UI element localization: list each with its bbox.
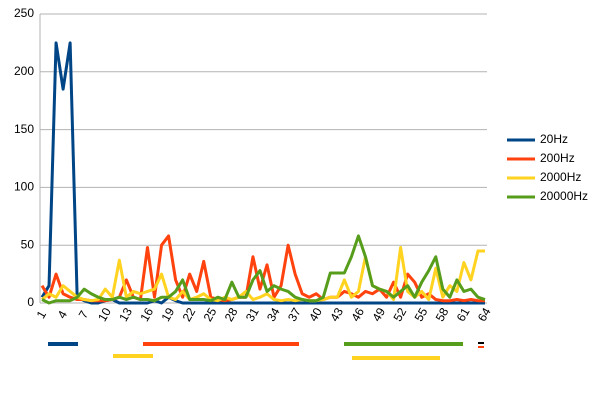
range-marker: [478, 342, 484, 344]
range-marker: [344, 342, 463, 346]
legend-label: 20Hz: [540, 132, 568, 146]
range-marker: [478, 346, 484, 348]
line-series: [41, 234, 486, 305]
y-tick-label: 100: [14, 180, 34, 194]
range-markers: [48, 342, 484, 360]
x-tick-label: 16: [137, 305, 156, 324]
x-tick-label: 61: [454, 305, 473, 324]
legend-label: 200Hz: [540, 151, 575, 165]
legend-label: 20000Hz: [540, 189, 588, 203]
y-tick-label: 250: [14, 6, 34, 20]
range-marker: [48, 342, 78, 346]
range-marker: [113, 354, 153, 358]
x-tick-label: 22: [180, 305, 199, 324]
x-tick-label: 34: [264, 305, 283, 324]
x-tick-label: 13: [116, 305, 135, 324]
y-tick-label: 200: [14, 64, 34, 78]
x-tick-label: 46: [348, 305, 367, 324]
y-tick-label: 0: [27, 295, 34, 309]
y-tick-label: 150: [14, 122, 34, 136]
x-tick-label: 19: [158, 305, 177, 324]
x-tick-label: 25: [201, 305, 220, 324]
x-tick-label: 10: [95, 305, 114, 324]
range-marker: [352, 356, 440, 360]
x-tick-label: 49: [369, 305, 388, 324]
x-tick-label: 31: [243, 305, 262, 324]
line-series: [41, 246, 485, 303]
x-tick-label: 55: [412, 305, 431, 324]
x-tick-label: 43: [327, 305, 346, 324]
x-tick-label: 52: [390, 305, 409, 324]
line-series: [40, 41, 485, 305]
x-tick-label: 37: [285, 305, 304, 324]
legend-label: 2000Hz: [540, 170, 581, 184]
x-tick-label: 28: [222, 305, 241, 324]
range-marker: [143, 342, 299, 346]
x-tick-label: 40: [306, 305, 325, 324]
y-tick-label: 50: [21, 237, 35, 251]
x-tick-label: 58: [433, 305, 452, 324]
x-tick-label: 64: [475, 305, 494, 324]
